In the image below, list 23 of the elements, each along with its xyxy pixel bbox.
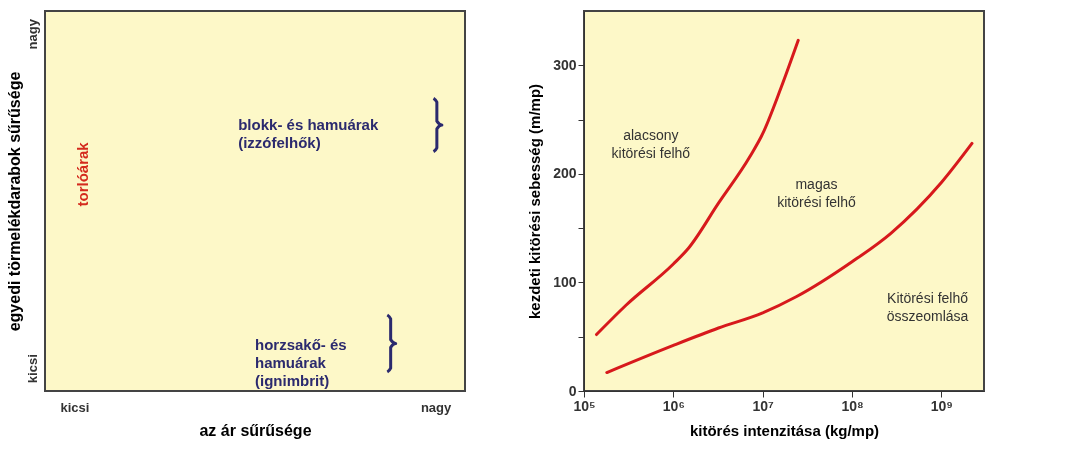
x-tick-label: 10⁷ xyxy=(752,397,775,414)
y-tick-label: 0 xyxy=(568,382,577,399)
text: torlóárak xyxy=(73,141,91,207)
x-tick-label: 10⁸ xyxy=(841,397,864,414)
annotation: Kitörési felhő összeomlása xyxy=(886,289,969,324)
y-tick-label: 100 xyxy=(553,273,577,290)
category-label: nagy xyxy=(420,399,453,415)
y-tick-label: 200 xyxy=(553,165,577,182)
annotation: alacsony kitörési felhő xyxy=(611,126,691,161)
annotation: magas kitörési felhő xyxy=(777,175,856,210)
text: blokk- és hamuárak (izzófelhők) xyxy=(238,116,379,151)
category-label: kicsi xyxy=(60,399,90,415)
text: az ár sűrűsége xyxy=(199,421,312,439)
x-tick-label: 10⁶ xyxy=(662,397,685,414)
category-label: kicsi xyxy=(24,354,40,384)
x-axis-title: kitörés intenzitása (kg/mp) xyxy=(689,421,880,439)
x-tick-label: 10⁹ xyxy=(930,397,953,414)
category-label: nagy xyxy=(24,19,40,50)
text: egyedi törmelékdarabok sűrűsége xyxy=(5,71,23,332)
x-tick-label: 10⁵ xyxy=(573,397,596,414)
y-tick-label: 300 xyxy=(553,56,577,73)
y-axis-title: kezdeti kitörési sebesség (m/mp) xyxy=(526,83,544,320)
text: horzsakő- és hamuárak (ignimbrit) xyxy=(255,336,347,390)
